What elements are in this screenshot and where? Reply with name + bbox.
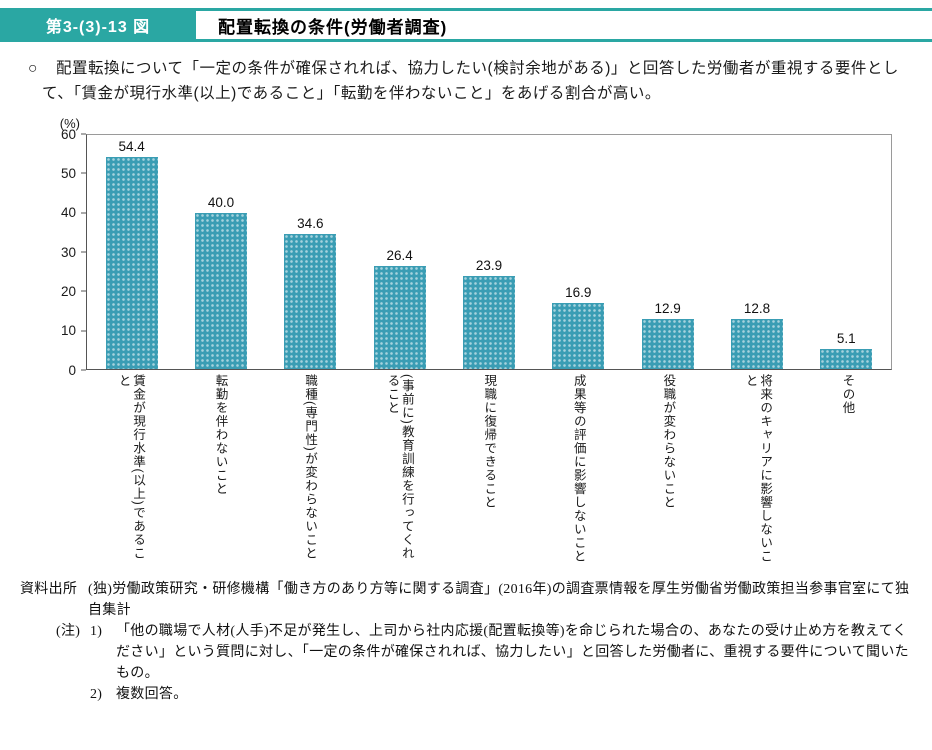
bar-value-label: 12.8 <box>743 301 771 317</box>
figure-number-badge: 第3-(3)-13 図 <box>0 11 196 39</box>
source-row: 資料出所 (独)労働政策研究・研修機構「働き方のあり方等に関する調査」(2016… <box>20 579 914 621</box>
bar-value-label: 54.4 <box>118 138 145 154</box>
category-label-text: 現職に復帰できること <box>482 374 497 509</box>
page: 第3-(3)-13 図 配置転換の条件(労働者調査) ○ 配置転換について「一定… <box>0 8 932 705</box>
bar <box>552 303 605 369</box>
category-label: 職種(専門性)が変わらないこと <box>265 374 355 569</box>
bar <box>284 234 337 369</box>
category-label-text: その他 <box>840 374 855 415</box>
bar-slot: 16.9 <box>534 135 623 369</box>
category-label-text: 賃金が現行水準(以上)であること <box>116 374 146 560</box>
bar-chart: (%) 0 10 20 30 40 50 60 54.4 40.0 34.6 26.4 23.9 16… <box>40 116 892 569</box>
bar-slot: 12.9 <box>623 135 712 369</box>
y-tick-label: 40 <box>60 204 76 220</box>
y-tick-mark <box>81 369 86 371</box>
note-indent <box>20 684 56 705</box>
category-label-text: 転勤を伴わないこと <box>213 374 228 496</box>
source-label: 資料出所 <box>20 582 78 597</box>
note2-text: 複数回答。 <box>116 687 188 702</box>
source-text: (独)労働政策研究・研修機構「働き方のあり方等に関する調査」(2016年)の調査… <box>88 582 910 618</box>
category-label-text: 将来のキャリアに影響しないこと <box>743 374 773 563</box>
bar <box>194 213 247 369</box>
bar-value-label: 26.4 <box>386 248 413 264</box>
bar-value-label: 23.9 <box>475 257 503 273</box>
category-label: (事前に)教育訓練を行ってくれること <box>355 374 445 569</box>
bar <box>373 266 426 369</box>
y-tick-mark <box>81 330 86 332</box>
y-tick-mark <box>81 251 86 253</box>
y-tick-label: 30 <box>60 244 76 260</box>
category-label-text: (事前に)教育訓練を行ってくれること <box>385 374 414 560</box>
y-tick-mark <box>81 290 86 292</box>
y-axis: 0 10 20 30 40 50 60 <box>40 127 86 376</box>
category-label: その他 <box>803 374 893 569</box>
bar-value-label: 16.9 <box>565 285 592 301</box>
bar-slot: 40.0 <box>176 135 265 369</box>
bar-value-label: 34.6 <box>297 216 324 232</box>
note2-number: 2) <box>90 687 103 702</box>
category-label: 転勤を伴わないこと <box>176 374 266 569</box>
category-label: 役職が変わらないこと <box>623 374 713 569</box>
bar-value-label: 12.9 <box>654 300 681 316</box>
bar <box>730 319 783 369</box>
note1-number: 1) <box>90 624 103 639</box>
category-label-text: 職種(専門性)が変わらないこと <box>303 374 318 560</box>
y-axis-unit-label: (%) <box>59 116 80 131</box>
category-label: 成果等の評価に影響しないこと <box>534 374 624 569</box>
bar-slot: 12.8 <box>712 135 801 369</box>
category-label-text: 役職が変わらないこと <box>661 374 676 509</box>
bar-slot: 5.1 <box>802 135 891 369</box>
bar-slot: 23.9 <box>444 135 533 369</box>
figure-title: 配置転換の条件(労働者調査) <box>218 17 448 37</box>
bar-value-label: 40.0 <box>207 195 235 211</box>
y-tick-label: 0 <box>68 362 76 378</box>
plot-row: 0 10 20 30 40 50 60 54.4 40.0 34.6 26.4 23.9 16.9 12… <box>40 127 892 376</box>
bar-slot: 26.4 <box>355 135 444 369</box>
bullet-circle: ○ <box>28 60 38 77</box>
bar-slot: 34.6 <box>266 135 355 369</box>
y-tick-label: 20 <box>60 283 76 299</box>
category-label: 賃金が現行水準(以上)であること <box>86 374 176 569</box>
footnotes: 資料出所 (独)労働政策研究・研修機構「働き方のあり方等に関する調査」(2016… <box>20 579 914 705</box>
note-indent <box>20 621 56 684</box>
note1-text: 「他の職場で人材(人手)不足が発生し、上司から社内応援(配置転換等)を命じられた… <box>116 624 909 681</box>
category-label: 現職に復帰できること <box>444 374 534 569</box>
y-tick-mark <box>81 212 86 214</box>
bar-slot: 54.4 <box>87 135 176 369</box>
note-row-1: (注) 1) 「他の職場で人材(人手)不足が発生し、上司から社内応援(配置転換等… <box>20 621 914 684</box>
bar <box>105 156 158 369</box>
bar <box>641 318 694 369</box>
y-tick-mark <box>81 133 86 135</box>
summary-paragraph: ○ 配置転換について「一定の条件が確保されれば、協力したい(検討余地がある)」と… <box>28 56 908 106</box>
y-tick-label: 10 <box>60 322 76 338</box>
category-label: 将来のキャリアに影響しないこと <box>713 374 803 569</box>
category-label-text: 成果等の評価に影響しないこと <box>571 374 586 563</box>
category-labels: 賃金が現行水準(以上)であること 転勤を伴わないこと 職種(専門性)が変わらないこと… <box>86 374 892 569</box>
summary-text: 配置転換について「一定の条件が確保されれば、協力したい(検討余地がある)」と回答… <box>42 60 899 102</box>
bar <box>820 349 873 369</box>
note-row-2: 2) 複数回答。 <box>20 684 914 705</box>
bar-value-label: 5.1 <box>836 331 856 347</box>
y-tick-label: 60 <box>60 126 76 142</box>
bar <box>462 275 515 369</box>
figure-header: 第3-(3)-13 図 配置転換の条件(労働者調査) <box>0 8 932 42</box>
note-label: (注) <box>56 624 81 639</box>
note-label-spacer <box>56 684 90 705</box>
y-tick-mark <box>81 172 86 174</box>
plot-area: 54.4 40.0 34.6 26.4 23.9 16.9 12.9 12.8 5.1 <box>86 134 892 370</box>
y-tick-label: 50 <box>60 165 76 181</box>
